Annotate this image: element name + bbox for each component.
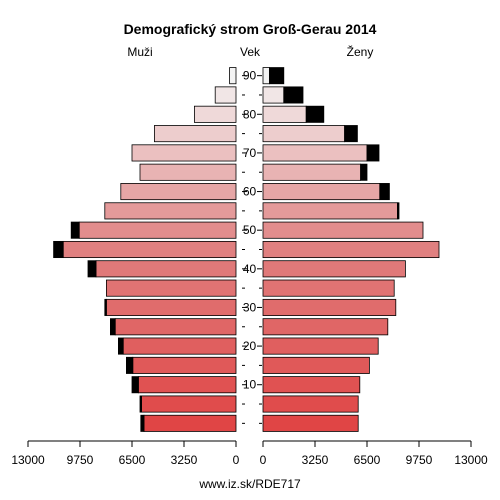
bar-women-excess-65-69 (360, 163, 368, 181)
bar-women-excess-85-89 (283, 86, 304, 104)
bar-men-excess-50-54 (70, 221, 80, 239)
x-axes: 0 0 3250 3250 6500 6500 9750 9750 13000 13000 (11, 440, 488, 467)
x-label-right-13000: 13000 (454, 453, 488, 467)
bar-men-excess-45-49 (53, 240, 64, 259)
bar-men-excess-20-24 (118, 337, 124, 355)
bar-men-75-79 (153, 125, 237, 143)
bar-men-50-54 (78, 221, 237, 239)
bar-women-85-89 (262, 86, 285, 104)
bar-men-excess-10-14 (131, 376, 139, 394)
bar-men-20-24 (122, 337, 237, 355)
bar-women-0-4 (262, 414, 359, 432)
bars-group (53, 67, 440, 432)
x-label-left-6500: 6500 (119, 453, 146, 467)
bar-women-70-74 (262, 144, 368, 162)
left-label-men: Muži (127, 45, 152, 59)
bar-men-excess-40-44 (87, 260, 97, 278)
bar-women-20-24 (262, 337, 379, 355)
bar-women-excess-90+ (268, 67, 285, 85)
bar-men-45-49 (62, 240, 237, 259)
bar-men-30-34 (106, 298, 237, 316)
bar-men-excess-0-4 (140, 414, 145, 432)
bar-women-excess-60-64 (379, 183, 390, 201)
bar-women-15-19 (262, 356, 370, 374)
x-label-left-9750: 9750 (67, 453, 94, 467)
x-label-left-3250: 3250 (171, 453, 198, 467)
bar-men-60-64 (120, 183, 237, 201)
bar-women-45-49 (262, 240, 440, 259)
bar-women-35-39 (262, 279, 395, 297)
right-label-women: Ženy (347, 44, 374, 59)
bar-men-25-29 (114, 318, 237, 336)
bar-men-55-59 (104, 202, 237, 220)
bar-men-80-84 (193, 105, 237, 123)
x-label-right-3250: 3250 (302, 453, 329, 467)
center-label-age: Vek (240, 45, 261, 59)
age-label-90: 90 (243, 69, 257, 83)
bar-men-excess-25-29 (110, 318, 116, 336)
age-label-80: 80 (243, 107, 257, 121)
bar-men-excess-15-19 (126, 356, 134, 374)
bar-women-excess-75-79 (344, 125, 358, 143)
age-label-20: 20 (243, 339, 257, 353)
footer-source: www.iz.sk/RDE717 (198, 477, 301, 491)
bar-women-65-69 (262, 163, 361, 181)
age-label-60: 60 (243, 185, 257, 199)
bar-men-40-44 (95, 260, 237, 278)
bar-women-excess-70-74 (366, 144, 380, 162)
x-label-right-0: 0 (260, 453, 267, 467)
bar-women-5-9 (262, 395, 359, 413)
bar-men-15-19 (132, 356, 237, 374)
x-label-right-6500: 6500 (354, 453, 381, 467)
bar-women-50-54 (262, 221, 424, 239)
bar-men-10-14 (137, 376, 237, 394)
bar-men-excess-30-34 (104, 298, 107, 316)
bar-men-35-39 (106, 279, 237, 297)
bar-women-40-44 (262, 260, 406, 278)
bar-men-0-4 (143, 414, 237, 432)
bar-women-25-29 (262, 318, 389, 336)
bar-women-55-59 (262, 202, 398, 220)
bar-men-65-69 (139, 163, 237, 181)
age-label-30: 30 (243, 300, 257, 314)
age-label-50: 50 (243, 223, 257, 237)
bar-women-60-64 (262, 183, 381, 201)
age-label-40: 40 (243, 262, 257, 276)
x-label-left-13000: 13000 (11, 453, 45, 467)
bar-women-excess-55-59 (396, 202, 400, 220)
x-label-right-9750: 9750 (406, 453, 433, 467)
bar-women-10-14 (262, 376, 361, 394)
age-label-10: 10 (243, 378, 257, 392)
bar-men-85-89 (214, 86, 237, 104)
chart-title: Demografický strom Groß-Gerau 2014 (124, 21, 377, 37)
bar-men-excess-5-9 (139, 395, 143, 413)
bar-men-70-74 (131, 144, 237, 162)
bar-women-75-79 (262, 125, 345, 143)
bar-women-excess-80-84 (305, 105, 325, 123)
age-axis: 10 20 30 40 50 60 70 80 90 (242, 69, 262, 424)
age-label-70: 70 (243, 146, 257, 160)
x-label-left-0: 0 (233, 453, 240, 467)
bar-men-5-9 (141, 395, 237, 413)
bar-women-30-34 (262, 298, 397, 316)
bar-women-80-84 (262, 105, 307, 123)
bar-women-90+ (262, 67, 270, 85)
bar-men-90+ (229, 67, 237, 85)
